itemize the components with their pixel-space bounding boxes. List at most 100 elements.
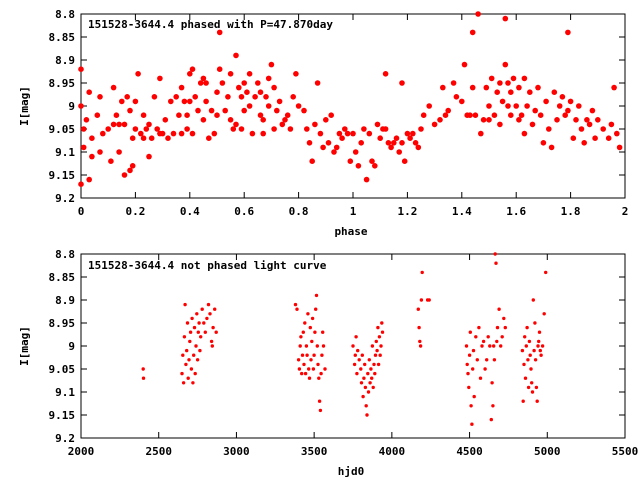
phased-data-point — [483, 84, 490, 91]
phased-y-tick-label: 8.9 — [55, 54, 75, 67]
unphased-data-point — [488, 344, 492, 348]
phased-data-point — [173, 94, 179, 100]
phased-data-point — [282, 117, 288, 123]
unphased-data-point — [359, 381, 364, 385]
phased-data-point — [521, 75, 528, 82]
phased-data-point — [320, 144, 326, 151]
phased-data-point — [127, 107, 133, 114]
phased-data-point — [369, 158, 375, 164]
phased-data-point — [78, 181, 84, 187]
unphased-data-point — [499, 344, 503, 348]
phased-data-point — [461, 61, 468, 68]
unphased-data-point — [184, 362, 188, 367]
phased-data-point — [216, 66, 223, 72]
unphased-data-point — [369, 367, 373, 371]
unphased-data-point — [526, 358, 530, 362]
phased-data-point — [189, 130, 196, 137]
phased-data-point — [486, 117, 492, 123]
phased-data-point — [331, 149, 337, 155]
phased-data-point — [162, 117, 169, 123]
unphased-data-point — [418, 344, 423, 348]
unphased-data-point — [475, 358, 479, 362]
unphased-data-point — [305, 353, 309, 357]
unphased-x-tick-label: 4500 — [456, 445, 483, 458]
unphased-data-point — [492, 358, 497, 362]
unphased-data-point — [295, 307, 299, 311]
phased-data-point — [203, 80, 209, 86]
unphased-data-point — [298, 344, 302, 348]
unphased-data-point — [522, 362, 526, 367]
unphased-x-tick-label: 3500 — [301, 445, 328, 458]
unphased-data-point — [353, 353, 357, 357]
unphased-data-point — [486, 335, 490, 339]
phased-data-point — [497, 80, 503, 86]
unphased-data-point — [467, 385, 471, 390]
unphased-x-tick-label: 2500 — [145, 445, 172, 458]
phased-data-point — [611, 84, 617, 91]
phased-data-point — [467, 112, 473, 118]
phased-data-point — [578, 126, 585, 132]
phased-data-point — [372, 163, 378, 169]
unphased-data-point — [181, 381, 186, 385]
phased-data-point — [265, 75, 272, 82]
unphased-data-point — [530, 381, 534, 385]
unphased-data-point — [304, 344, 309, 348]
unphased-data-point — [478, 376, 483, 380]
unphased-plot-title: 151528-3644.4 not phased light curve — [88, 259, 327, 272]
unphased-data-point — [319, 371, 323, 376]
unphased-data-point — [210, 344, 214, 348]
unphased-data-point — [533, 358, 538, 362]
phased-data-point — [358, 140, 365, 146]
phased-data-point — [178, 84, 185, 91]
phased-y-tick-label: 9.15 — [49, 169, 76, 182]
phased-data-point — [135, 71, 141, 77]
phased-data-point — [295, 103, 302, 109]
phased-data-point — [214, 112, 220, 118]
unphased-data-point — [535, 399, 539, 403]
unphased-data-point — [364, 404, 368, 408]
phased-x-tick-label: 1.6 — [506, 205, 526, 218]
phased-data-point — [314, 80, 321, 86]
phased-data-point — [271, 126, 277, 132]
phased-data-point — [385, 140, 392, 146]
phased-data-point — [407, 135, 413, 141]
phased-data-point — [415, 144, 422, 151]
phased-data-point — [502, 15, 509, 22]
unphased-data-point — [310, 316, 315, 321]
phased-data-point — [333, 144, 340, 151]
unphased-data-point — [317, 399, 322, 403]
phased-data-point — [350, 130, 356, 137]
unphased-data-point — [311, 367, 316, 371]
unphased-data-point — [521, 399, 525, 403]
phased-data-point — [339, 135, 345, 141]
phased-data-point — [165, 135, 171, 141]
unphased-data-point — [374, 339, 378, 344]
phased-data-point — [317, 130, 324, 137]
unphased-data-point — [357, 358, 361, 362]
phased-data-point — [208, 107, 215, 114]
phased-data-point — [516, 117, 522, 123]
phased-data-point — [399, 80, 405, 86]
unphased-data-point — [195, 312, 199, 316]
phased-data-point — [100, 130, 106, 137]
unphased-data-point — [378, 353, 382, 357]
phased-data-point — [219, 80, 226, 86]
phased-data-point — [532, 107, 538, 114]
phased-x-tick-label: 0 — [78, 205, 85, 218]
unphased-data-point — [502, 316, 506, 321]
phased-data-point — [80, 126, 87, 132]
phased-data-point — [211, 130, 218, 137]
unphased-data-point — [208, 312, 212, 316]
unphased-data-point — [320, 353, 324, 357]
unphased-data-point — [323, 367, 327, 371]
unphased-data-point — [141, 367, 145, 371]
phased-data-point — [382, 126, 389, 132]
unphased-x-axis-label: hjd0 — [338, 465, 365, 478]
unphased-data-point — [376, 325, 380, 330]
unphased-data-point — [192, 325, 197, 330]
phased-data-point — [605, 135, 612, 141]
unphased-data-point — [375, 348, 379, 353]
unphased-data-point — [471, 348, 476, 353]
phased-x-tick-label: 0.4 — [180, 205, 200, 218]
unphased-data-point — [297, 367, 302, 371]
